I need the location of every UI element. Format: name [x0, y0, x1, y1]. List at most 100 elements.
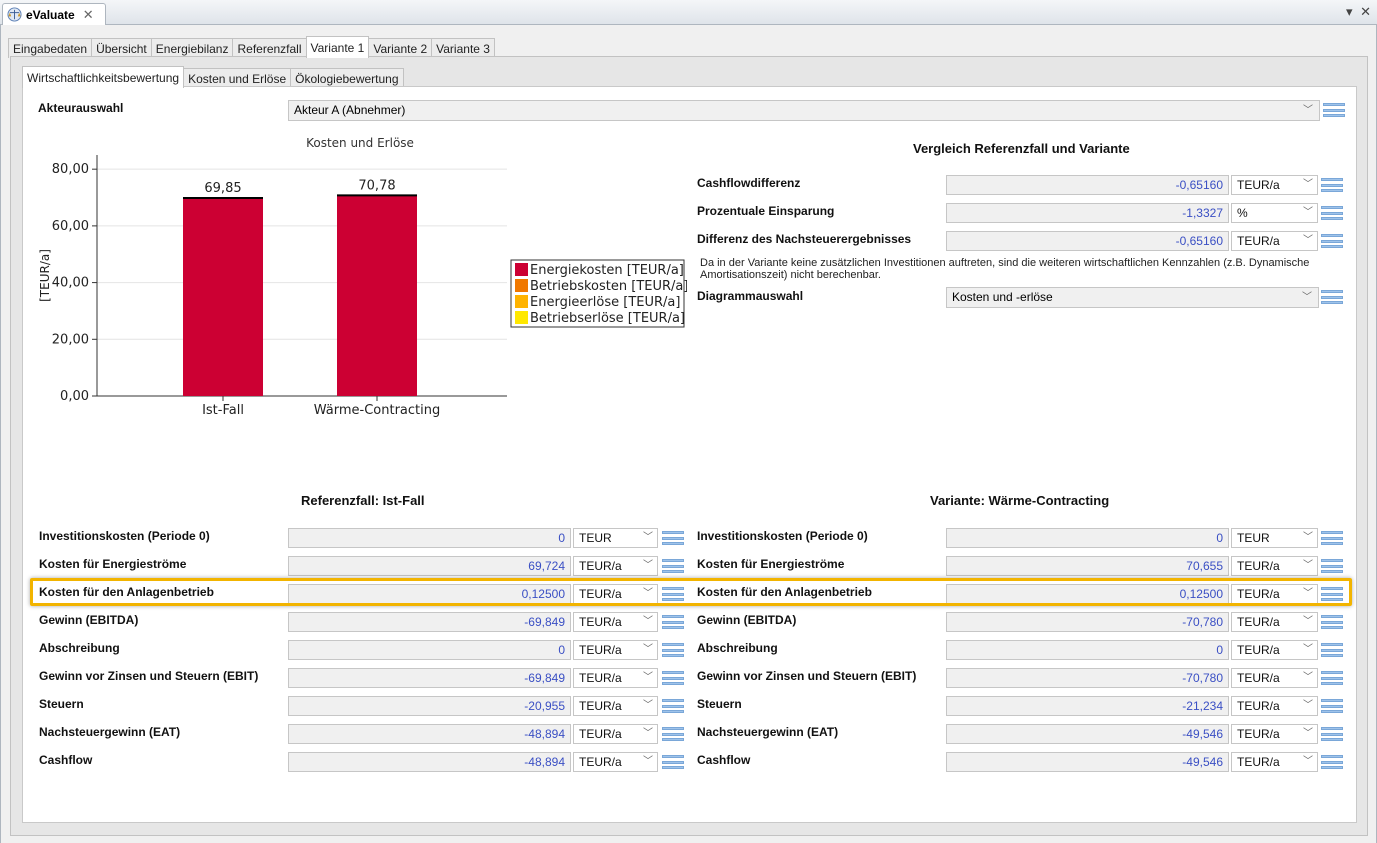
var-row-label: Investitionskosten (Periode 0) [697, 529, 868, 543]
menu-icon[interactable] [1321, 753, 1343, 771]
menu-icon[interactable] [1321, 585, 1343, 603]
chevron-down-icon: ﹀ [643, 700, 653, 711]
subtab-1[interactable]: Kosten und Erlöse [183, 68, 292, 88]
tab-2[interactable]: Energiebilanz [150, 38, 234, 58]
chevron-down-icon: ﹀ [1303, 560, 1313, 571]
chevron-down-icon: ﹀ [643, 644, 653, 655]
menu-icon[interactable] [662, 753, 684, 771]
menu-icon[interactable] [662, 613, 684, 631]
ref-row-label: Cashflow [39, 753, 93, 767]
y-axis-label: [TEUR/a] [38, 249, 52, 302]
menu-icon[interactable] [1321, 697, 1343, 715]
vergleich-row-unit-select[interactable]: % ﹀ [1231, 203, 1318, 223]
var-row-unit-select[interactable]: TEUR/a ﹀ [1231, 640, 1318, 660]
menu-icon[interactable] [1321, 204, 1343, 222]
var-row-unit-select[interactable]: TEUR ﹀ [1231, 528, 1318, 548]
app-tab[interactable]: eValuate ✕ [2, 3, 106, 25]
main-tabs: Eingabedaten Übersicht Energiebilanz Refere… [8, 36, 495, 58]
chevron-down-icon: ﹀ [643, 728, 653, 739]
menu-icon[interactable] [1321, 176, 1343, 194]
close-tab-icon[interactable]: ✕ [82, 6, 94, 22]
legend-swatch-3 [515, 311, 528, 324]
ref-row-label: Nachsteuergewinn (EAT) [39, 725, 181, 739]
bar-1 [337, 195, 417, 396]
menu-icon[interactable] [1321, 232, 1343, 250]
menu-icon[interactable] [662, 697, 684, 715]
subtab-2[interactable]: Ökologiebewertung [290, 68, 404, 88]
menu-icon[interactable] [662, 557, 684, 575]
menu-icon[interactable] [1323, 101, 1345, 119]
var-row-unit-select[interactable]: TEUR/a ﹀ [1231, 724, 1318, 744]
menu-icon[interactable] [662, 725, 684, 743]
tab-4[interactable]: Variante 1 [305, 36, 370, 58]
tab-1[interactable]: Übersicht [91, 38, 152, 58]
chevron-down-icon: ﹀ [1303, 616, 1313, 627]
legend-swatch-2 [515, 295, 528, 308]
ref-row-unit-select[interactable]: TEUR ﹀ [573, 528, 658, 548]
diagramm-select[interactable]: Kosten und -erlöse ﹀ [946, 287, 1319, 308]
ref-title: Referenzfall: Ist-Fall [301, 493, 425, 508]
legend-swatch-1 [515, 279, 528, 292]
var-row-unit-select[interactable]: TEUR/a ﹀ [1231, 612, 1318, 632]
tab-5[interactable]: Variante 2 [368, 38, 433, 58]
ref-row-unit-select[interactable]: TEUR/a ﹀ [573, 640, 658, 660]
menu-icon[interactable] [1321, 613, 1343, 631]
ref-row-unit: TEUR/a [579, 727, 622, 741]
var-row-unit-select[interactable]: TEUR/a ﹀ [1231, 696, 1318, 716]
ref-row-unit-select[interactable]: TEUR/a ﹀ [573, 668, 658, 688]
vergleich-row-unit-select[interactable]: TEUR/a ﹀ [1231, 231, 1318, 251]
ref-row-unit: TEUR/a [579, 587, 622, 601]
sub-tabs: Wirtschaftlichkeitsbewertung Kosten und E… [22, 66, 404, 88]
menu-icon[interactable] [1321, 725, 1343, 743]
ref-row-unit-select[interactable]: TEUR/a ﹀ [573, 696, 658, 716]
tab-0[interactable]: Eingabedaten [8, 38, 93, 58]
vergleich-row-unit: TEUR/a [1237, 234, 1280, 248]
menu-icon[interactable] [662, 641, 684, 659]
var-row-value: 0 [946, 528, 1229, 548]
var-row-unit: TEUR/a [1237, 587, 1280, 601]
y-tick-label: 80,00 [52, 162, 89, 177]
chevron-down-icon: ﹀ [1303, 235, 1313, 246]
menu-icon[interactable] [1321, 641, 1343, 659]
var-row-unit-select[interactable]: TEUR/a ﹀ [1231, 556, 1318, 576]
var-row-unit-select[interactable]: TEUR/a ﹀ [1231, 752, 1318, 772]
menu-icon[interactable] [662, 529, 684, 547]
window-controls[interactable]: ▾ ✕ [1345, 4, 1373, 19]
tab-6[interactable]: Variante 3 [431, 38, 495, 58]
menu-icon[interactable] [1321, 669, 1343, 687]
diagramm-label: Diagrammauswahl [697, 289, 804, 303]
tab-3[interactable]: Referenzfall [232, 38, 307, 58]
menu-icon[interactable] [1321, 557, 1343, 575]
subtab-0[interactable]: Wirtschaftlichkeitsbewertung [22, 66, 185, 88]
menu-icon[interactable] [662, 585, 684, 603]
menu-icon[interactable] [662, 669, 684, 687]
vergleich-row-label: Prozentuale Einsparung [697, 204, 835, 218]
ref-row-unit-select[interactable]: TEUR/a ﹀ [573, 556, 658, 576]
var-row-unit: TEUR/a [1237, 755, 1280, 769]
ref-row-value: 0 [288, 640, 571, 660]
var-row-unit: TEUR/a [1237, 559, 1280, 573]
ref-row-unit-select[interactable]: TEUR/a ﹀ [573, 752, 658, 772]
vergleich-row-unit-select[interactable]: TEUR/a ﹀ [1231, 175, 1318, 195]
ref-row-unit-select[interactable]: TEUR/a ﹀ [573, 724, 658, 744]
ref-row-unit-select[interactable]: TEUR/a ﹀ [573, 584, 658, 604]
menu-icon[interactable] [1321, 288, 1343, 306]
chevron-down-icon: ﹀ [1303, 588, 1313, 599]
akteur-select[interactable]: Akteur A (Abnehmer) ﹀ [288, 100, 1320, 121]
chevron-down-icon: ﹀ [1303, 644, 1313, 655]
ref-row-label: Gewinn (EBITDA) [39, 613, 139, 627]
var-row-unit-select[interactable]: TEUR/a ﹀ [1231, 668, 1318, 688]
chevron-down-icon: ﹀ [643, 588, 653, 599]
chevron-down-icon: ﹀ [1303, 672, 1313, 683]
var-row-unit: TEUR/a [1237, 699, 1280, 713]
ref-row-label: Abschreibung [39, 641, 120, 655]
ref-row-label: Investitionskosten (Periode 0) [39, 529, 210, 543]
highlight-box [30, 578, 1352, 606]
menu-icon[interactable] [1321, 529, 1343, 547]
var-row-label: Kosten für den Anlagenbetrieb [697, 585, 872, 599]
var-row-unit-select[interactable]: TEUR/a ﹀ [1231, 584, 1318, 604]
ref-row-unit-select[interactable]: TEUR/a ﹀ [573, 612, 658, 632]
vergleich-row-value: -1,3327 [946, 203, 1229, 223]
ref-row-unit: TEUR/a [579, 755, 622, 769]
ref-row-label: Kosten für Energieströme [39, 557, 187, 571]
